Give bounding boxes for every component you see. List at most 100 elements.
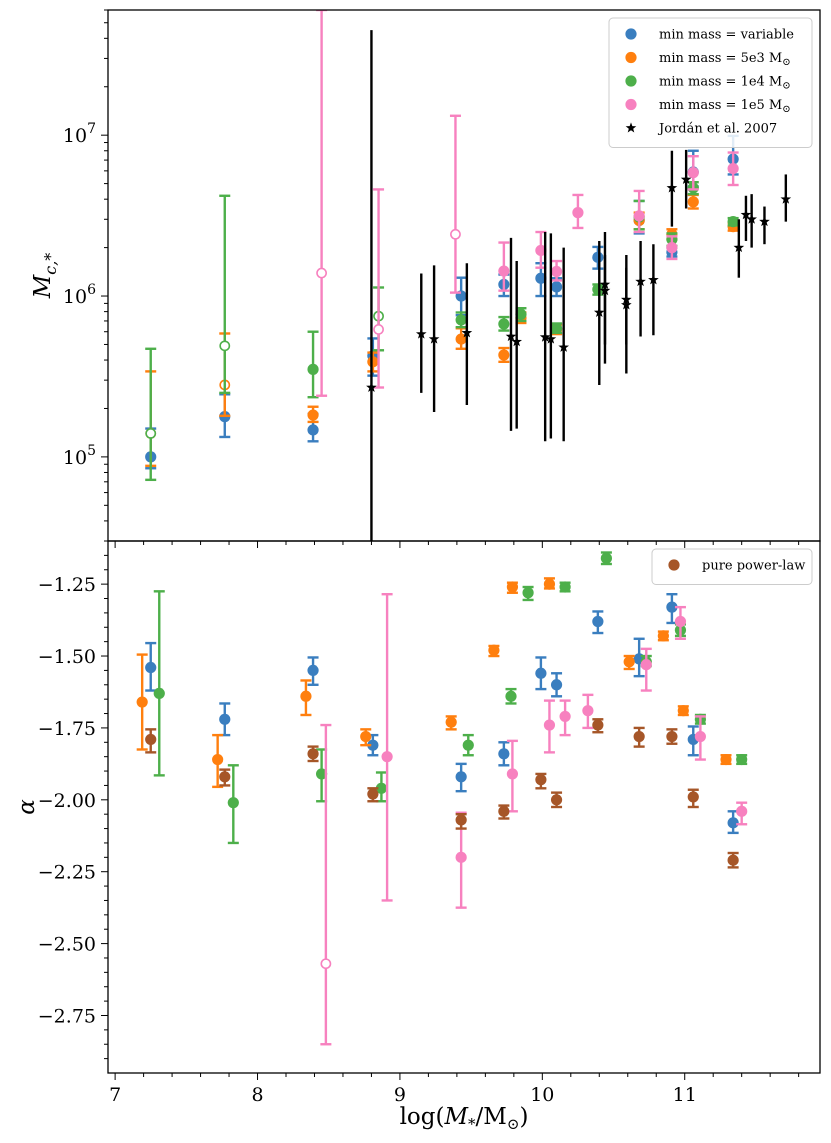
plot-frame [107,540,821,1074]
point-jordan-star [415,328,427,339]
x-label-part: M [443,1104,469,1130]
x-tick-label: 11 [673,1084,697,1106]
point-jordan-star [621,299,632,310]
legend-label-subscript: ⊙ [782,57,790,68]
point-jordan-star [680,173,692,185]
point-1e5 [582,705,594,717]
legend-label-subscript: ⊙ [782,81,790,92]
errorbar-1e4 [153,590,165,777]
y-tick-label: −2.25 [38,862,96,884]
point-1e5 [727,162,739,175]
legend-box [651,548,813,585]
legend-label-text: Jordán et al. 2007 [657,122,777,137]
errorbar-1e5 [373,188,385,389]
point-variable [307,424,319,436]
y-tick-label: 106 [63,282,96,308]
point-5e3 [300,690,312,702]
y-axis-label-main: M [30,273,56,299]
point-1e4 [307,363,319,375]
x-axis-label: log(M*/M⊙) [400,1104,529,1133]
point-1e5 [559,710,571,723]
legend-label-text: min mass = 1e5 M [659,98,782,113]
point-1e4 [455,314,467,326]
point-variable [727,817,739,829]
legend-label-text: min mass = variable [659,28,794,43]
errorbar-1e5 [316,10,328,397]
point-5e3 [498,349,510,361]
point-pure [367,788,379,800]
y-tick-label: −1.75 [38,718,96,740]
point-5e3 [687,196,699,208]
point-jordan-star [759,216,770,227]
point-5e3 [543,578,556,590]
point-jordan-star [593,306,605,318]
point-jordan-star [505,330,517,342]
point-variable [455,771,467,783]
errorbar-1e4 [219,194,231,395]
bottom-panel: −1.25 −1.50 −1.75 −2.00 −2.25 −2.50 −2.75 7 8 9 10… [14,540,821,1133]
point-jordan-star [428,333,440,344]
y-tick-label: −1.25 [38,574,96,596]
point-variable [592,251,604,263]
point-variable [535,272,547,284]
point-1e4-open [219,340,231,352]
point-1e5 [543,719,556,731]
errorbar-1e4 [145,347,157,482]
legend-marker-variable [625,28,637,40]
legend-label-text: min mass = 5e3 M [659,51,782,66]
point-1e5 [381,751,393,763]
point-jordan-star [366,381,377,393]
point-1e5 [674,615,687,628]
point-1e5 [736,805,748,817]
point-1e5-open [320,958,332,970]
point-pure [307,748,319,760]
point-1e5 [506,768,519,780]
y-tick-label: 105 [63,443,96,469]
point-jordan-star [746,213,757,224]
legend-label-5e3: min mass = 5e3 M⊙ [659,51,791,68]
point-5e3 [212,753,224,766]
point-5e3 [720,753,732,766]
x-tick-label: 7 [109,1084,121,1106]
point-pure [592,719,604,731]
point-5e3 [307,409,319,421]
point-1e4 [522,587,534,599]
point-5e3 [360,730,372,743]
y-tick-label: −2.75 [38,1005,96,1027]
y-tick-label: −1.50 [38,646,96,668]
point-1e5 [535,244,547,257]
point-variable [219,713,231,725]
point-jordan-star [635,275,646,287]
point-1e4 [550,322,563,334]
point-1e4 [375,782,388,794]
point-1e4 [600,552,613,564]
point-1e5-open [316,267,327,279]
x-label-part: * [468,1115,476,1133]
y-tick-base: 10 [63,447,87,469]
point-variable [145,661,157,674]
point-1e4 [515,308,527,320]
point-jordan-star [539,331,551,342]
point-pure [666,730,678,743]
point-jordan-star [545,333,557,344]
y-tick-base: 10 [63,286,87,308]
point-5e3 [488,644,500,656]
point-1e5-open [373,324,384,335]
legend-marker-pure [668,559,680,571]
point-pure [550,794,563,806]
legend-marker-jordan [625,122,637,133]
point-variable [535,667,547,679]
errorbar-1e5 [381,593,393,902]
plot-area [136,551,748,1046]
legend-marker-1e5 [625,98,637,111]
point-1e5 [694,730,706,743]
x-label-part: /M [476,1104,507,1130]
point-1e4 [592,283,604,295]
point-pure [687,791,699,803]
point-pure [145,733,157,746]
point-pure [535,774,547,786]
y-tick-label: −2.50 [38,934,96,956]
